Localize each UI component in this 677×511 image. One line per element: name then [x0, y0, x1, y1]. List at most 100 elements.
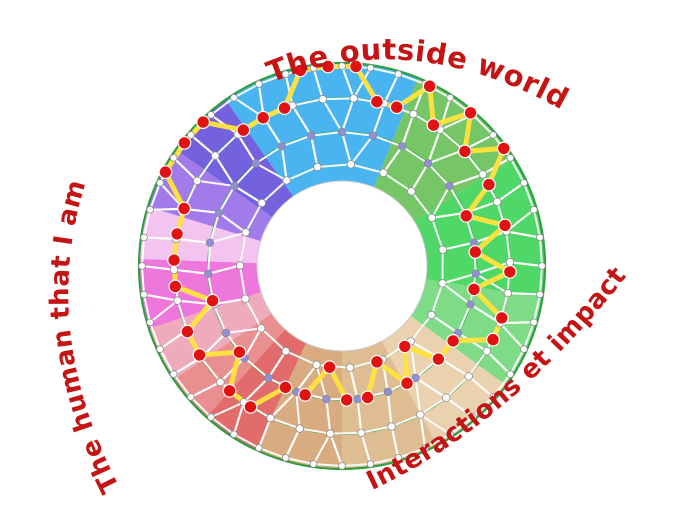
wheel-node[interactable] — [536, 290, 544, 299]
wheel-node[interactable] — [366, 64, 375, 72]
red-node[interactable] — [468, 245, 483, 259]
wheel-node[interactable] — [520, 179, 528, 187]
wheel-node[interactable] — [394, 454, 403, 462]
wheel-node[interactable] — [466, 300, 475, 309]
red-node[interactable] — [158, 165, 173, 180]
wheel-node[interactable] — [322, 394, 331, 404]
red-node[interactable] — [503, 265, 517, 279]
wheel-node[interactable] — [255, 80, 263, 88]
red-node[interactable] — [236, 123, 251, 138]
red-node[interactable] — [494, 311, 509, 325]
wheel-node[interactable] — [397, 142, 407, 151]
red-node[interactable] — [370, 94, 384, 109]
red-node[interactable] — [339, 393, 354, 407]
wheel-node[interactable] — [489, 131, 497, 139]
wheel-node[interactable] — [221, 328, 231, 338]
wheel-node[interactable] — [146, 205, 154, 214]
red-node[interactable] — [177, 135, 192, 150]
red-node[interactable] — [431, 352, 446, 367]
wheel-node[interactable] — [368, 131, 378, 140]
red-node[interactable] — [486, 332, 500, 347]
wheel-node[interactable] — [409, 109, 418, 119]
wheel-node[interactable] — [281, 454, 290, 462]
red-node[interactable] — [422, 79, 437, 94]
wheel-node[interactable] — [282, 176, 291, 185]
wheel-node[interactable] — [257, 324, 266, 333]
red-node[interactable] — [446, 334, 461, 348]
wheel-node[interactable] — [138, 262, 146, 270]
wheel-node[interactable] — [241, 228, 250, 237]
wheel-node[interactable] — [445, 181, 454, 191]
wheel-node[interactable] — [346, 160, 356, 169]
red-node[interactable] — [467, 282, 481, 297]
wheel-node[interactable] — [203, 269, 213, 278]
wheel-node[interactable] — [520, 345, 528, 353]
wheel-node[interactable] — [205, 238, 215, 247]
red-node[interactable] — [192, 348, 207, 362]
wheel-node[interactable] — [281, 346, 290, 356]
red-node[interactable] — [321, 59, 335, 74]
red-node[interactable] — [389, 100, 404, 115]
wheel-node[interactable] — [313, 162, 322, 172]
red-node[interactable] — [426, 118, 441, 132]
wheel-node[interactable] — [140, 290, 148, 299]
wheel-node[interactable] — [257, 198, 266, 208]
wheel-node[interactable] — [207, 413, 215, 421]
wheel-node[interactable] — [211, 151, 220, 160]
wheel-node[interactable] — [536, 233, 544, 242]
wheel-node[interactable] — [493, 197, 502, 206]
red-node[interactable] — [349, 59, 363, 74]
wheel-node[interactable] — [530, 205, 538, 214]
wheel-node[interactable] — [140, 233, 148, 242]
wheel-node[interactable] — [318, 94, 327, 104]
wheel-node[interactable] — [357, 428, 366, 438]
red-node[interactable] — [459, 208, 474, 223]
wheel-node[interactable] — [338, 62, 346, 70]
red-node[interactable] — [256, 110, 271, 125]
wheel-node[interactable] — [309, 64, 318, 72]
red-node[interactable] — [298, 387, 313, 402]
red-node[interactable] — [196, 115, 211, 129]
wheel-node[interactable] — [446, 430, 454, 439]
wheel-node[interactable] — [309, 460, 318, 468]
wheel-node[interactable] — [337, 127, 347, 137]
red-node[interactable] — [463, 105, 478, 120]
wheel-node[interactable] — [416, 410, 425, 419]
wheel-node[interactable] — [478, 170, 487, 179]
wheel-node[interactable] — [446, 93, 454, 102]
wheel-node[interactable] — [156, 179, 164, 187]
wheel-node[interactable] — [506, 370, 515, 378]
wheel-node[interactable] — [187, 131, 195, 139]
wheel-node[interactable] — [427, 310, 436, 320]
wheel-node[interactable] — [421, 444, 429, 452]
wheel-node[interactable] — [277, 142, 287, 151]
wheel-node[interactable] — [503, 288, 512, 298]
wheel-node[interactable] — [241, 294, 250, 303]
wheel-node[interactable] — [187, 393, 195, 401]
wheel-node[interactable] — [295, 424, 304, 433]
wheel-node[interactable] — [469, 413, 477, 421]
wheel-node[interactable] — [442, 393, 451, 402]
wheel-node[interactable] — [471, 269, 480, 278]
wheel-node[interactable] — [173, 296, 182, 305]
red-node[interactable] — [370, 354, 384, 369]
wheel-node[interactable] — [169, 265, 179, 274]
wheel-node[interactable] — [407, 187, 416, 196]
red-node[interactable] — [482, 177, 496, 192]
red-node[interactable] — [360, 390, 375, 405]
red-node[interactable] — [180, 324, 195, 339]
wheel-node[interactable] — [192, 176, 202, 185]
wheel-node[interactable] — [281, 70, 290, 78]
wheel-node[interactable] — [438, 245, 447, 254]
red-node[interactable] — [400, 376, 414, 391]
red-node[interactable] — [222, 383, 237, 398]
wheel-node[interactable] — [345, 363, 355, 372]
red-node[interactable] — [322, 360, 337, 375]
wheel-node[interactable] — [146, 318, 154, 327]
wheel-node[interactable] — [235, 261, 245, 270]
wheel-node[interactable] — [255, 444, 263, 452]
wheel-node[interactable] — [506, 154, 515, 162]
wheel-node[interactable] — [251, 159, 261, 168]
red-node[interactable] — [293, 63, 308, 78]
red-node[interactable] — [170, 226, 185, 241]
